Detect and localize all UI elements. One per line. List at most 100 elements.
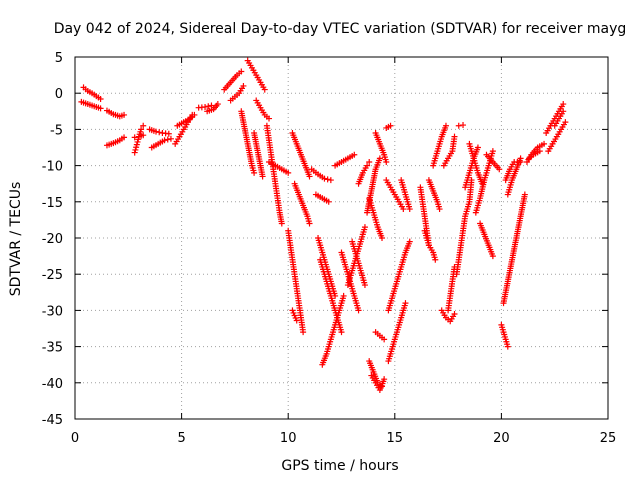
data-point-marker (240, 82, 247, 89)
series-arc33 (349, 238, 368, 289)
data-point-marker (361, 282, 368, 289)
data-point-marker (161, 137, 168, 144)
x-tick-label: 20 (493, 431, 510, 446)
x-tick-label: 0 (71, 431, 79, 446)
data-point-marker (376, 155, 383, 162)
data-point-marker (259, 173, 266, 180)
x-tick-label: 25 (600, 431, 617, 446)
data-point-marker (131, 149, 138, 156)
y-tick-label: -35 (42, 341, 63, 356)
data-point-marker (436, 206, 443, 213)
series-arc31 (338, 249, 362, 314)
series-arc54 (453, 177, 475, 278)
series-arc14 (227, 82, 247, 104)
y-tick-label: -15 (42, 196, 63, 211)
data-point-marker (133, 144, 140, 151)
y-tick-label: -20 (42, 232, 63, 247)
data-point-marker (325, 198, 332, 205)
series-arc49 (438, 307, 458, 325)
data-point-marker (306, 220, 313, 227)
y-tick-label: -30 (42, 304, 63, 319)
x-tick-label: 10 (280, 431, 297, 446)
series-arc20 (266, 158, 292, 176)
series-arc61 (500, 191, 528, 307)
data-point-marker (451, 311, 458, 318)
data-point-marker (191, 111, 198, 118)
data-point-marker (361, 224, 368, 231)
data-point-marker (517, 155, 524, 162)
data-point-marker (306, 173, 313, 180)
series-arc07 (146, 126, 172, 137)
series-arc37 (372, 130, 390, 165)
series-arc60 (498, 321, 511, 350)
y-tick-label: 0 (55, 87, 63, 102)
series-arc50 (445, 263, 458, 314)
series-arc16 (253, 97, 273, 122)
data-point-marker (140, 132, 147, 139)
data-point-marker (355, 307, 362, 314)
data-point-marker (560, 108, 567, 115)
series-arc30 (332, 151, 358, 169)
series-arc15 (244, 57, 268, 93)
data-point-marker (156, 129, 163, 136)
series-arc58 (483, 151, 503, 173)
series-arc06 (131, 132, 147, 141)
series-arc05 (131, 122, 147, 156)
series-arc08 (148, 135, 174, 151)
data-point-marker (381, 336, 388, 343)
data-point-marker (340, 292, 347, 299)
data-point-marker (165, 130, 172, 137)
data-point-marker (460, 122, 467, 129)
data-point-marker (293, 317, 300, 324)
data-point-marker (153, 128, 160, 135)
data-point-marker (489, 253, 496, 260)
data-point-marker (402, 300, 409, 307)
data-point-marker (474, 144, 481, 151)
series-arc53 (455, 122, 467, 129)
data-point-marker (164, 136, 171, 143)
series-arc21 (289, 130, 313, 180)
data-point-marker (261, 86, 268, 93)
series-arc63 (504, 155, 524, 198)
data-point-marker (134, 138, 141, 145)
data-point-marker (400, 206, 407, 213)
data-point-marker (560, 101, 567, 108)
data-point-marker (132, 146, 139, 153)
y-tick-label: -40 (42, 377, 63, 392)
data-point-marker (387, 122, 394, 129)
data-point-marker (167, 135, 174, 142)
data-point-marker (451, 133, 458, 140)
data-points (78, 57, 569, 394)
series-arc17 (238, 108, 258, 176)
series-arc18 (251, 130, 266, 180)
series-arc02 (78, 98, 104, 112)
series-arc45 (385, 238, 413, 314)
series-arc25 (308, 166, 334, 184)
data-point-marker (504, 343, 511, 350)
x-tick-label: 15 (387, 431, 404, 446)
data-point-marker (131, 134, 138, 141)
data-point-marker (383, 158, 390, 165)
data-point-marker (135, 136, 142, 143)
chart-title: Day 042 of 2024, Sidereal Day-to-day VTE… (54, 21, 627, 37)
series-arc26 (312, 191, 332, 205)
data-point-marker (379, 235, 386, 241)
series-arc39 (368, 372, 388, 394)
data-point-marker (489, 148, 496, 155)
series-arc04 (103, 134, 128, 149)
data-point-marker (406, 206, 413, 213)
series-arc29 (319, 292, 347, 368)
data-point-marker (133, 141, 140, 148)
y-tick-label: -45 (42, 413, 63, 428)
series-arc48 (425, 177, 443, 213)
data-point-marker (138, 126, 145, 133)
data-point-marker (536, 148, 543, 155)
y-tick-label: -5 (50, 123, 63, 138)
series-arc43 (398, 177, 413, 213)
data-point-marker (238, 68, 245, 75)
data-point-marker (541, 140, 548, 147)
y-tick-label: -25 (42, 268, 63, 283)
data-point-marker (442, 122, 449, 129)
series-arc42 (383, 177, 407, 213)
series-arc03 (103, 107, 128, 120)
